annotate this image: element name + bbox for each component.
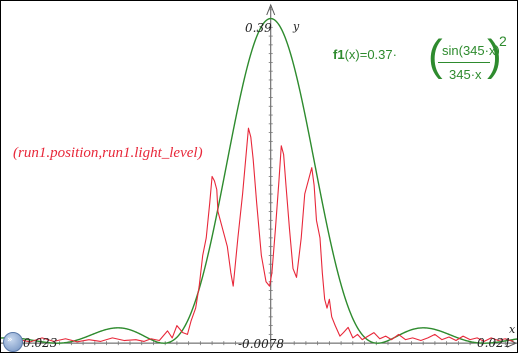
y-max-label[interactable]: 0.39 xyxy=(245,21,272,35)
x-min-label[interactable]: -0.023 xyxy=(19,336,58,350)
function-exponent: 2 xyxy=(499,33,507,49)
x-axis-name: x xyxy=(509,323,516,336)
function-variable: (x) xyxy=(344,47,360,62)
function-name: f1 xyxy=(333,47,345,62)
nav-badge-glyph: » xyxy=(7,335,13,345)
function-denominator: 345·x xyxy=(449,67,482,82)
y-min-label[interactable]: -0.0078 xyxy=(238,337,285,351)
function-numerator: sin(345·x) xyxy=(442,43,500,58)
right-paren: ) xyxy=(487,31,502,80)
left-paren: ( xyxy=(428,31,443,80)
function-curve-f1 xyxy=(1,17,517,344)
x-max-label[interactable]: 0.021 xyxy=(477,336,512,350)
y-axis-name: y xyxy=(293,20,300,33)
fraction-bar xyxy=(438,62,490,63)
function-equals: =0.37· xyxy=(359,47,397,62)
function-label[interactable]: f1(x)=0.37· ( sin(345·x) 345·x ) 2 xyxy=(333,31,507,82)
scatter-plot-label[interactable]: (run1.position,run1.light_level) xyxy=(13,145,203,161)
y-axis-arrow xyxy=(266,3,276,16)
data-series-run1 xyxy=(6,127,514,343)
double-chevron-icon[interactable]: » xyxy=(3,332,23,352)
